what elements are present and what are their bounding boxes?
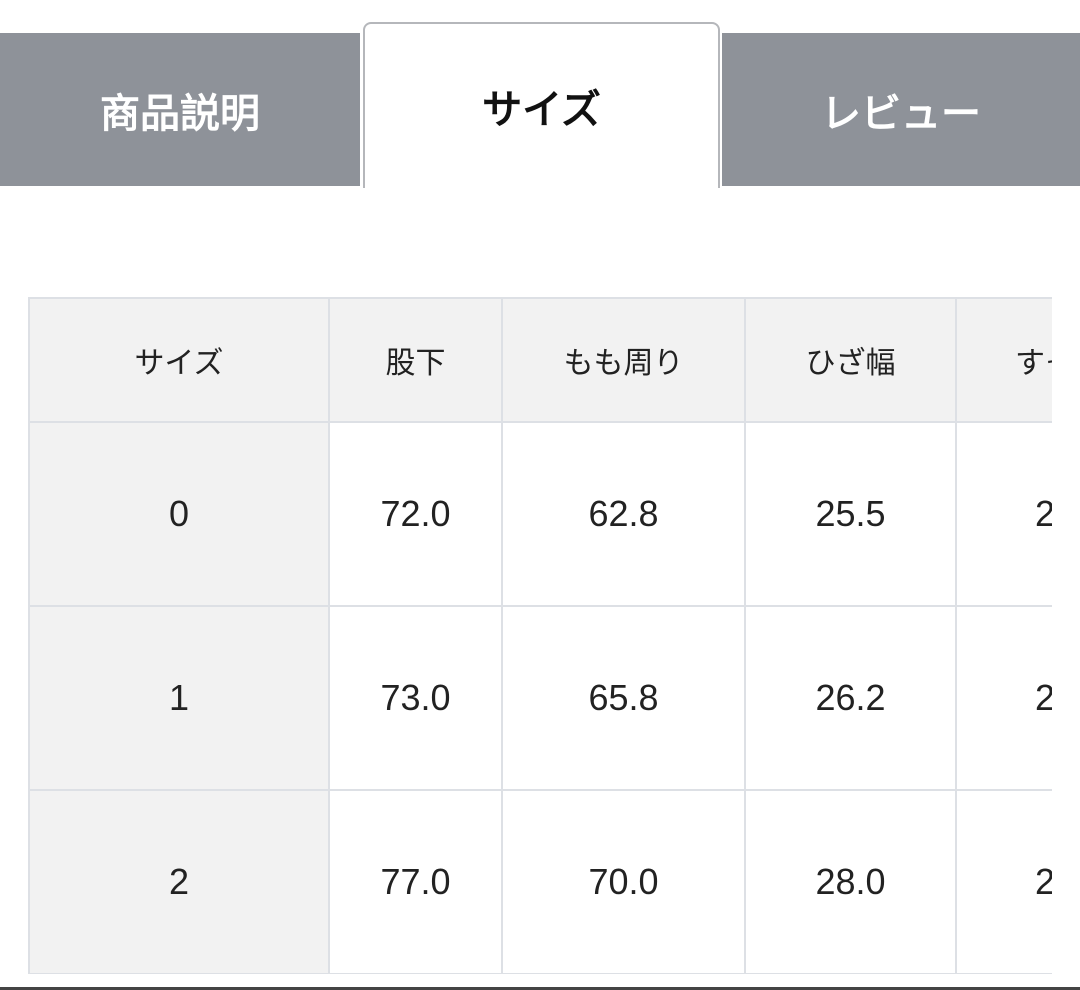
header-knee-width: ひざ幅 xyxy=(744,297,957,423)
cell-inseam: 72.0 xyxy=(328,421,503,607)
tab-size[interactable]: サイズ xyxy=(363,22,720,188)
cell-size: 0 xyxy=(28,421,330,607)
cell-size: 1 xyxy=(28,605,330,791)
header-inseam: 股下 xyxy=(328,297,503,423)
table-row: 1 73.0 65.8 26.2 2 xyxy=(28,605,1052,791)
cell-knee-width: 26.2 xyxy=(744,605,957,791)
size-table: サイズ 股下 もも周り ひざ幅 すそ 0 72.0 62.8 25.5 2 1 … xyxy=(28,297,1052,974)
cell-thigh: 62.8 xyxy=(501,421,746,607)
cell-inseam: 77.0 xyxy=(328,789,503,974)
table-row: 2 77.0 70.0 28.0 2 xyxy=(28,789,1052,974)
header-thigh: もも周り xyxy=(501,297,746,423)
cell-thigh: 65.8 xyxy=(501,605,746,791)
bottom-divider xyxy=(0,987,1080,990)
cell-knee-width: 25.5 xyxy=(744,421,957,607)
cell-thigh: 70.0 xyxy=(501,789,746,974)
size-table-container[interactable]: サイズ 股下 もも周り ひざ幅 すそ 0 72.0 62.8 25.5 2 1 … xyxy=(28,297,1052,974)
table-row: 0 72.0 62.8 25.5 2 xyxy=(28,421,1052,607)
cell-hem-width: 2 xyxy=(955,421,1052,607)
cell-size: 2 xyxy=(28,789,330,974)
cell-hem-width: 2 xyxy=(955,789,1052,974)
table-header-row: サイズ 股下 もも周り ひざ幅 すそ xyxy=(28,297,1052,423)
header-hem-width: すそ xyxy=(955,297,1052,423)
tab-product-description[interactable]: 商品説明 xyxy=(0,33,360,186)
header-size: サイズ xyxy=(28,297,330,423)
cell-inseam: 73.0 xyxy=(328,605,503,791)
cell-knee-width: 28.0 xyxy=(744,789,957,974)
tab-review[interactable]: レビュー xyxy=(722,33,1080,186)
cell-hem-width: 2 xyxy=(955,605,1052,791)
